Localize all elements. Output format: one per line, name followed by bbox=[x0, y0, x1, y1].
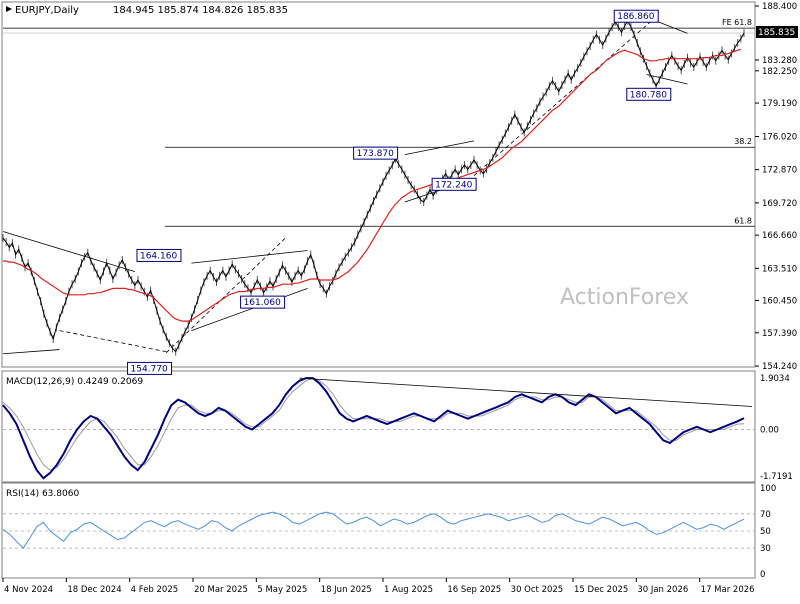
price-label-box bbox=[431, 177, 477, 191]
x-tick-label: 4 Feb 2025 bbox=[131, 585, 179, 595]
x-tick-label: 4 Nov 2024 bbox=[4, 585, 53, 595]
price-tick-label: 157.390 bbox=[762, 329, 797, 339]
trend-line-dashed bbox=[473, 19, 654, 176]
trend-line-upper bbox=[2, 231, 135, 272]
fib-levels: FE 61.8 38.2 61.8 bbox=[3, 18, 755, 227]
x-tick-label: 15 Dec 2025 bbox=[574, 585, 628, 595]
x-tick-label: 18 Dec 2024 bbox=[67, 585, 121, 595]
price-line bbox=[2, 19, 745, 353]
x-tick-label: 30 Oct 2025 bbox=[511, 585, 564, 595]
rsi-tick-label: 70 bbox=[760, 510, 771, 520]
price-tick-label: 172.870 bbox=[762, 166, 797, 176]
ohlc-values: 184.945 185.874 184.826 185.835 bbox=[113, 5, 288, 16]
rsi-line bbox=[2, 511, 745, 549]
symbol-title: EURJPY,Daily bbox=[15, 5, 79, 16]
rsi-tick-label: 50 bbox=[760, 527, 771, 537]
macd-trend-line bbox=[299, 377, 753, 407]
price-label-box bbox=[626, 87, 672, 101]
price-tick-label: 163.510 bbox=[762, 264, 797, 274]
price-label-box bbox=[127, 361, 173, 375]
price-label-box bbox=[613, 9, 659, 23]
trend-lines bbox=[2, 19, 688, 355]
price-tick-label: 176.020 bbox=[762, 132, 797, 142]
x-tick-label: 18 Jun 2025 bbox=[321, 585, 372, 595]
price-tick-label: 169.720 bbox=[762, 199, 797, 209]
price-label-text: 164.160 bbox=[140, 251, 177, 261]
price-tick-label: 183.280 bbox=[762, 56, 797, 66]
rsi-panel-frame bbox=[1, 482, 756, 579]
price-label-text: 172.240 bbox=[435, 180, 472, 190]
x-tick-label: 17 Mar 2026 bbox=[701, 585, 755, 595]
macd-tick-label: 1.9034 bbox=[760, 374, 790, 384]
price-label-text: 154.770 bbox=[131, 364, 168, 374]
price-label-text: 173.870 bbox=[357, 149, 394, 159]
x-axis: 4 Nov 2024 18 Dec 2024 4 Feb 2025 20 Mar 20… bbox=[2, 578, 755, 595]
price-series-layer bbox=[2, 16, 745, 356]
price-tick-label: 160.450 bbox=[762, 297, 797, 307]
rsi-tick-label: 30 bbox=[760, 544, 771, 554]
x-tick-label: 30 Jan 2026 bbox=[637, 585, 688, 595]
current-price-tag: 185.835 bbox=[756, 26, 798, 38]
wedge-lower bbox=[191, 288, 308, 331]
price-tick-label: 188.400 bbox=[762, 2, 797, 12]
macd-line bbox=[2, 377, 745, 480]
wedge-upper bbox=[191, 250, 308, 264]
price-tick-label: 182.250 bbox=[762, 67, 797, 77]
price-label-text: 180.780 bbox=[630, 90, 667, 100]
price-label-box bbox=[136, 248, 182, 262]
macd-panel-frame bbox=[1, 370, 756, 483]
x-tick-label: 1 Aug 2025 bbox=[384, 585, 433, 595]
fib-level-label: 61.8 bbox=[734, 216, 752, 225]
current-price-label: 185.835 bbox=[758, 28, 795, 38]
collapse-icon[interactable] bbox=[6, 6, 12, 12]
macd-tick-label: 0.00 bbox=[760, 425, 779, 435]
price-label-text: 186.860 bbox=[617, 12, 654, 22]
channel-upper bbox=[404, 140, 475, 155]
price-tick-label: 179.190 bbox=[762, 99, 797, 109]
price-label-box bbox=[240, 295, 286, 309]
fib-level-label: FE 61.8 bbox=[722, 18, 752, 27]
trend-line-lower bbox=[2, 349, 60, 355]
price-tick-label: 166.660 bbox=[762, 231, 797, 241]
watermark: ActionForex bbox=[560, 285, 689, 310]
price-tick-label: 154.240 bbox=[762, 362, 797, 372]
rsi-tick-label: 0 bbox=[760, 570, 765, 580]
price-labels: 186.860 180.780 173.870 172.240 164.160 161.0… bbox=[127, 9, 672, 375]
fib-level-label: 38.2 bbox=[734, 137, 752, 146]
header: EURJPY,Daily 184.945 185.874 184.826 185… bbox=[6, 5, 288, 16]
macd-series-layer bbox=[2, 377, 755, 480]
macd-title: MACD(12,26,9) 0.4249 0.2069 bbox=[6, 377, 143, 387]
rsi-tick-label: 100 bbox=[760, 484, 776, 494]
price-label-text: 161.060 bbox=[244, 298, 281, 308]
macd-tick-label: -1.7191 bbox=[760, 472, 793, 482]
price-label-box bbox=[353, 146, 399, 160]
rsi-title: RSI(14) 63.8060 bbox=[6, 489, 79, 499]
rsi-series-layer bbox=[2, 511, 755, 549]
x-tick-label: 5 May 2025 bbox=[257, 585, 307, 595]
x-tick-label: 20 Mar 2025 bbox=[194, 585, 248, 595]
price-panel-frame bbox=[1, 1, 756, 368]
sma-line bbox=[3, 48, 742, 322]
x-tick-label: 16 Sep 2025 bbox=[447, 585, 501, 595]
triangle-lower bbox=[646, 74, 688, 85]
